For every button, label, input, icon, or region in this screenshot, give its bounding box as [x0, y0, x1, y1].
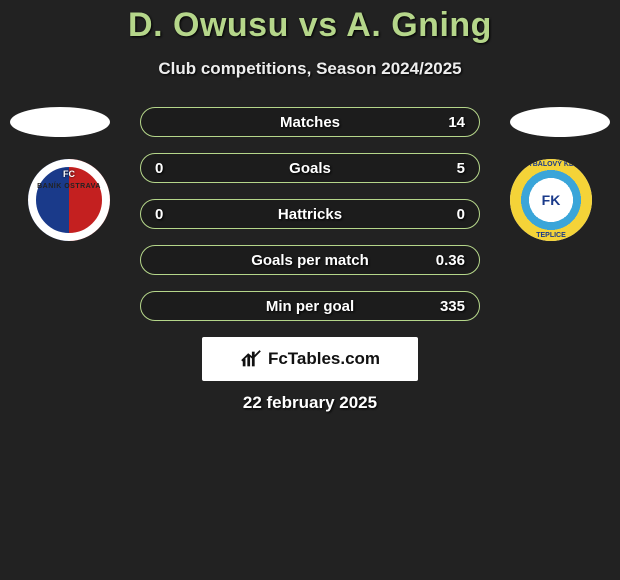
- right-club-logo: FOTBALOVÝ KLUB FK TEPLICE: [510, 159, 592, 241]
- stat-right-value: 0: [437, 206, 465, 223]
- stat-row: Goals per match 0.36: [140, 245, 480, 275]
- stat-label: Goals per match: [141, 252, 479, 269]
- brand-box[interactable]: FcTables.com: [202, 337, 418, 381]
- stat-label: Goals: [141, 160, 479, 177]
- stat-row: 0 Goals 5: [140, 153, 480, 183]
- stat-right-value: 5: [437, 160, 465, 177]
- right-ellipse: [510, 107, 610, 137]
- date-text: 22 february 2025: [0, 393, 620, 413]
- stat-left-value: 0: [155, 160, 183, 177]
- comparison-widget: D. Owusu vs A. Gning Club competitions, …: [0, 0, 620, 413]
- page-title: D. Owusu vs A. Gning: [0, 6, 620, 45]
- stat-right-value: 0.36: [436, 252, 465, 269]
- stat-right-value: 14: [437, 114, 465, 131]
- stat-row: Matches 14: [140, 107, 480, 137]
- content-area: FC BANÍK OSTRAVA FOTBALOVÝ KLUB FK TEPLI…: [0, 107, 620, 413]
- banik-fc-text: FC: [28, 169, 110, 179]
- teplice-arc-bottom: TEPLICE: [510, 232, 592, 239]
- banik-arc-text: BANÍK OSTRAVA: [34, 183, 104, 190]
- stats-list: Matches 14 0 Goals 5 0 Hattricks 0 Goals…: [140, 107, 480, 321]
- stat-label: Min per goal: [141, 298, 479, 315]
- stat-row: 0 Hattricks 0: [140, 199, 480, 229]
- stat-label: Hattricks: [141, 206, 479, 223]
- stat-left-value: 0: [155, 206, 183, 223]
- left-club-logo: FC BANÍK OSTRAVA: [28, 159, 110, 241]
- subtitle: Club competitions, Season 2024/2025: [0, 59, 620, 79]
- teplice-logo: FOTBALOVÝ KLUB FK TEPLICE: [510, 159, 592, 241]
- stat-right-value: 335: [437, 298, 465, 315]
- chart-icon: [240, 348, 262, 370]
- teplice-arc-top: FOTBALOVÝ KLUB: [510, 161, 592, 168]
- banik-logo: FC BANÍK OSTRAVA: [28, 159, 110, 241]
- teplice-fk-text: FK: [542, 192, 561, 208]
- stat-label: Matches: [141, 114, 479, 131]
- brand-text: FcTables.com: [268, 349, 380, 369]
- stat-row: Min per goal 335: [140, 291, 480, 321]
- left-ellipse: [10, 107, 110, 137]
